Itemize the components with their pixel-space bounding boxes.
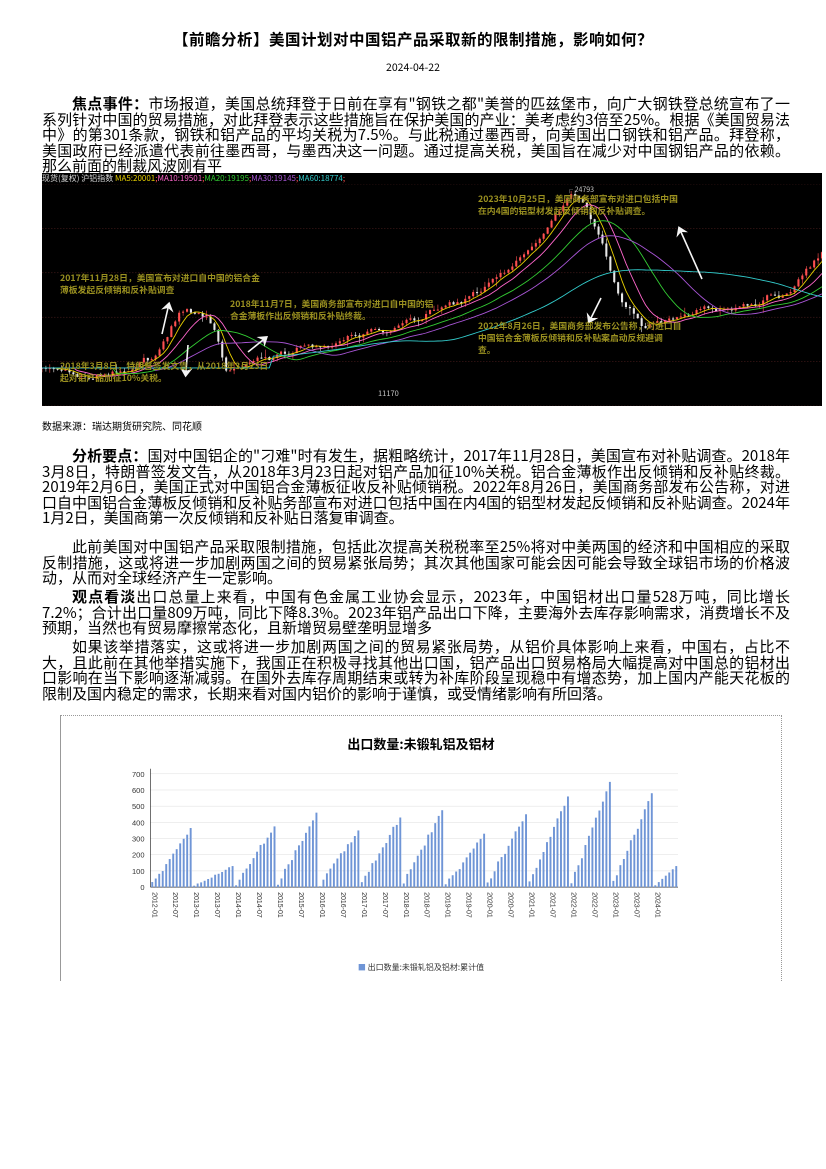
svg-text:2013-01: 2013-01: [192, 892, 199, 918]
svg-text:2024-01: 2024-01: [653, 892, 660, 918]
svg-text:2012-01: 2012-01: [150, 892, 157, 918]
svg-text:2015-07: 2015-07: [297, 892, 304, 918]
svg-text:0: 0: [140, 883, 144, 892]
svg-text:2021-07: 2021-07: [548, 892, 555, 918]
svg-text:2014-01: 2014-01: [234, 892, 241, 918]
svg-text:2021-01: 2021-01: [528, 892, 535, 918]
svg-text:2016-01: 2016-01: [318, 892, 325, 918]
svg-text:2018-01: 2018-01: [402, 892, 409, 918]
svg-text:400: 400: [132, 818, 145, 827]
svg-text:300: 300: [132, 835, 145, 844]
svg-text:2014-07: 2014-07: [255, 892, 262, 918]
svg-text:2022-07: 2022-07: [590, 892, 597, 918]
svg-text:2017-01: 2017-01: [360, 892, 367, 918]
svg-text:2020-01: 2020-01: [486, 892, 493, 918]
svg-text:600: 600: [132, 786, 145, 795]
svg-text:2023-01: 2023-01: [611, 892, 618, 918]
svg-text:2020-07: 2020-07: [507, 892, 514, 918]
svg-text:500: 500: [132, 802, 145, 811]
svg-text:2019-07: 2019-07: [465, 892, 472, 918]
svg-text:2023-07: 2023-07: [632, 892, 639, 918]
svg-text:200: 200: [132, 851, 145, 860]
svg-text:700: 700: [132, 770, 145, 779]
svg-text:2016-07: 2016-07: [339, 892, 346, 918]
svg-text:2017-07: 2017-07: [381, 892, 388, 918]
svg-text:2013-07: 2013-07: [213, 892, 220, 918]
svg-text:2015-01: 2015-01: [276, 892, 283, 918]
svg-text:2022-01: 2022-01: [569, 892, 576, 918]
svg-text:100: 100: [132, 867, 145, 876]
svg-text:2019-01: 2019-01: [444, 892, 451, 918]
svg-text:2012-07: 2012-07: [171, 892, 178, 918]
svg-text:2018-07: 2018-07: [423, 892, 430, 918]
